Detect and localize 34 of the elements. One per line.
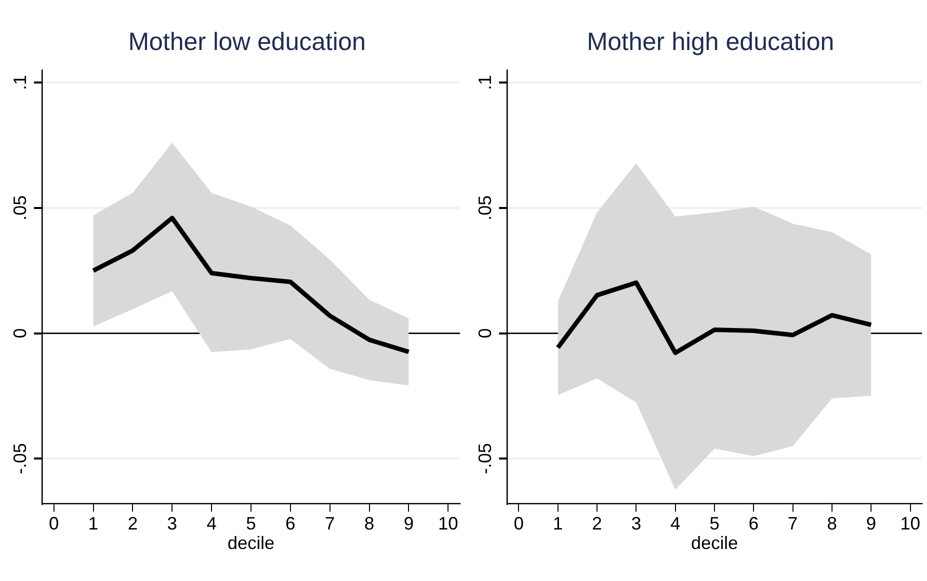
x-tick-label: 4: [670, 514, 680, 534]
x-tick-label: 3: [167, 514, 178, 534]
x-tick-label: 7: [324, 514, 335, 534]
x-tick-label: 10: [438, 514, 458, 534]
x-tick-label: 4: [206, 514, 217, 534]
x-tick-label: 3: [631, 514, 642, 534]
chart-title: Mother high education: [586, 28, 834, 56]
x-tick-label: 8: [364, 514, 374, 534]
chart-title: Mother low education: [128, 28, 366, 56]
x-tick-label: 0: [48, 514, 59, 534]
x-tick-label: 10: [900, 514, 920, 534]
x-tick-label: 1: [88, 514, 98, 534]
y-tick-label: -.05: [474, 443, 495, 474]
x-tick-label: 6: [285, 514, 296, 534]
y-tick-label: -.05: [10, 443, 30, 474]
y-tick-label: 0: [474, 328, 495, 338]
y-tick-label: .1: [10, 75, 30, 90]
x-tick-label: 9: [404, 514, 414, 534]
x-tick-label: 5: [246, 514, 256, 534]
x-tick-label: 1: [552, 514, 563, 534]
x-axis-title: decile: [227, 533, 275, 554]
y-tick-label: 0: [10, 328, 30, 338]
x-tick-label: 5: [709, 514, 720, 534]
y-tick-label: .1: [474, 75, 495, 90]
x-tick-label: 7: [788, 514, 798, 534]
y-tick-label: .05: [10, 195, 30, 220]
x-tick-label: 2: [592, 514, 602, 534]
x-tick-label: 9: [866, 514, 876, 534]
y-tick-label: .05: [474, 195, 495, 220]
x-tick-label: 0: [514, 514, 524, 534]
x-tick-label: 6: [748, 514, 759, 534]
x-tick-label: 8: [826, 514, 837, 534]
x-axis-title: decile: [690, 533, 738, 554]
x-tick-label: 2: [128, 514, 138, 534]
